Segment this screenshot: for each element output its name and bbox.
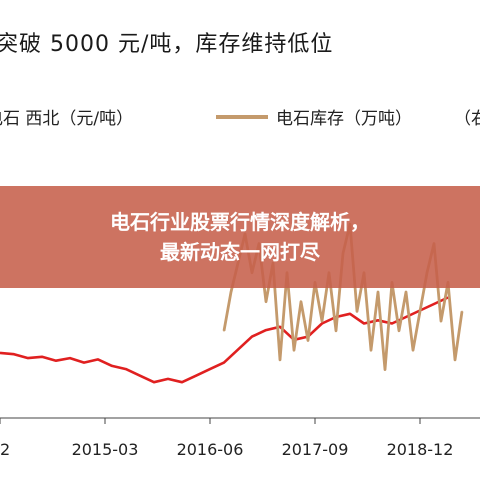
data-point-inventory: [412, 349, 414, 352]
data-point-price: [237, 348, 239, 351]
data-point-price: [279, 326, 281, 328]
headline-banner: 电石行业股票行情深度解析， 最新动态一网打尽: [0, 186, 480, 288]
data-point-inventory: [335, 330, 337, 332]
x-tick-label: 2018-12: [387, 440, 454, 459]
data-point-inventory: [307, 339, 309, 342]
data-point-price: [391, 322, 393, 325]
data-point-inventory: [377, 291, 379, 293]
data-point-inventory: [384, 368, 386, 371]
data-point-price: [405, 316, 407, 318]
data-point-inventory: [405, 291, 407, 293]
data-point-price: [321, 322, 323, 325]
x-axis-ticks: 12 2015-03 2016-06 2017-09 2018-12: [0, 418, 453, 459]
data-point-inventory: [223, 330, 225, 332]
data-point-inventory: [265, 300, 267, 303]
data-point-price: [195, 374, 197, 377]
data-point-price: [433, 303, 435, 305]
x-tick-label: 2016-06: [177, 440, 244, 459]
data-point-inventory: [230, 291, 232, 293]
data-point-price: [111, 365, 113, 367]
data-point-price: [69, 357, 71, 359]
data-point-price: [153, 381, 155, 384]
data-point-price: [209, 368, 211, 370]
data-point-price: [125, 368, 127, 370]
data-point-inventory: [419, 310, 421, 313]
data-point-price: [55, 359, 57, 362]
data-point-inventory: [454, 359, 456, 361]
data-point-price: [223, 361, 225, 364]
legend-item-inventory: 电石库存（万吨）: [216, 104, 412, 129]
legend: 电石 西北（元/吨） 电石库存（万吨） （右: [0, 104, 480, 134]
x-tick-label: 2015-03: [72, 440, 139, 459]
legend-swatch-inventory: [216, 114, 268, 119]
x-tick-label: 2017-09: [282, 440, 349, 459]
data-point-inventory: [300, 300, 302, 303]
data-point-price: [13, 353, 15, 356]
data-point-price: [251, 335, 253, 338]
data-point-inventory: [440, 320, 442, 322]
x-tick-label: 12: [0, 440, 10, 459]
data-point-inventory: [398, 330, 400, 332]
data-point-price: [265, 329, 267, 331]
data-point-price: [349, 313, 351, 315]
data-point-price: [363, 322, 365, 325]
data-point-price: [41, 356, 43, 358]
headline-line-2: 最新动态一网打尽: [160, 240, 320, 264]
data-point-price: [27, 357, 29, 359]
data-point-inventory: [356, 310, 358, 313]
headline-line-1: 电石行业股票行情深度解析，: [110, 210, 370, 234]
data-point-price: [377, 319, 379, 322]
data-point-inventory: [293, 349, 295, 352]
legend-item-price: 电石 西北（元/吨）: [0, 104, 133, 129]
data-point-inventory: [370, 349, 372, 352]
data-point-price: [83, 361, 85, 364]
data-point-price: [167, 378, 169, 380]
legend-label-inventory: 电石库存（万吨）: [276, 109, 412, 129]
data-point-inventory: [279, 359, 281, 361]
legend-label-third: （右: [454, 109, 480, 129]
legend-label-price: 电石 西北（元/吨）: [0, 109, 134, 129]
data-point-inventory: [461, 310, 463, 313]
chart-title: 突破 5000 元/吨，库存维持低位: [0, 32, 334, 57]
data-point-price: [97, 358, 99, 361]
data-point-inventory: [321, 320, 323, 322]
data-point-price: [139, 374, 141, 377]
data-point-price: [0, 352, 1, 354]
data-point-price: [181, 381, 183, 384]
legend-item-third: （右: [454, 104, 480, 129]
